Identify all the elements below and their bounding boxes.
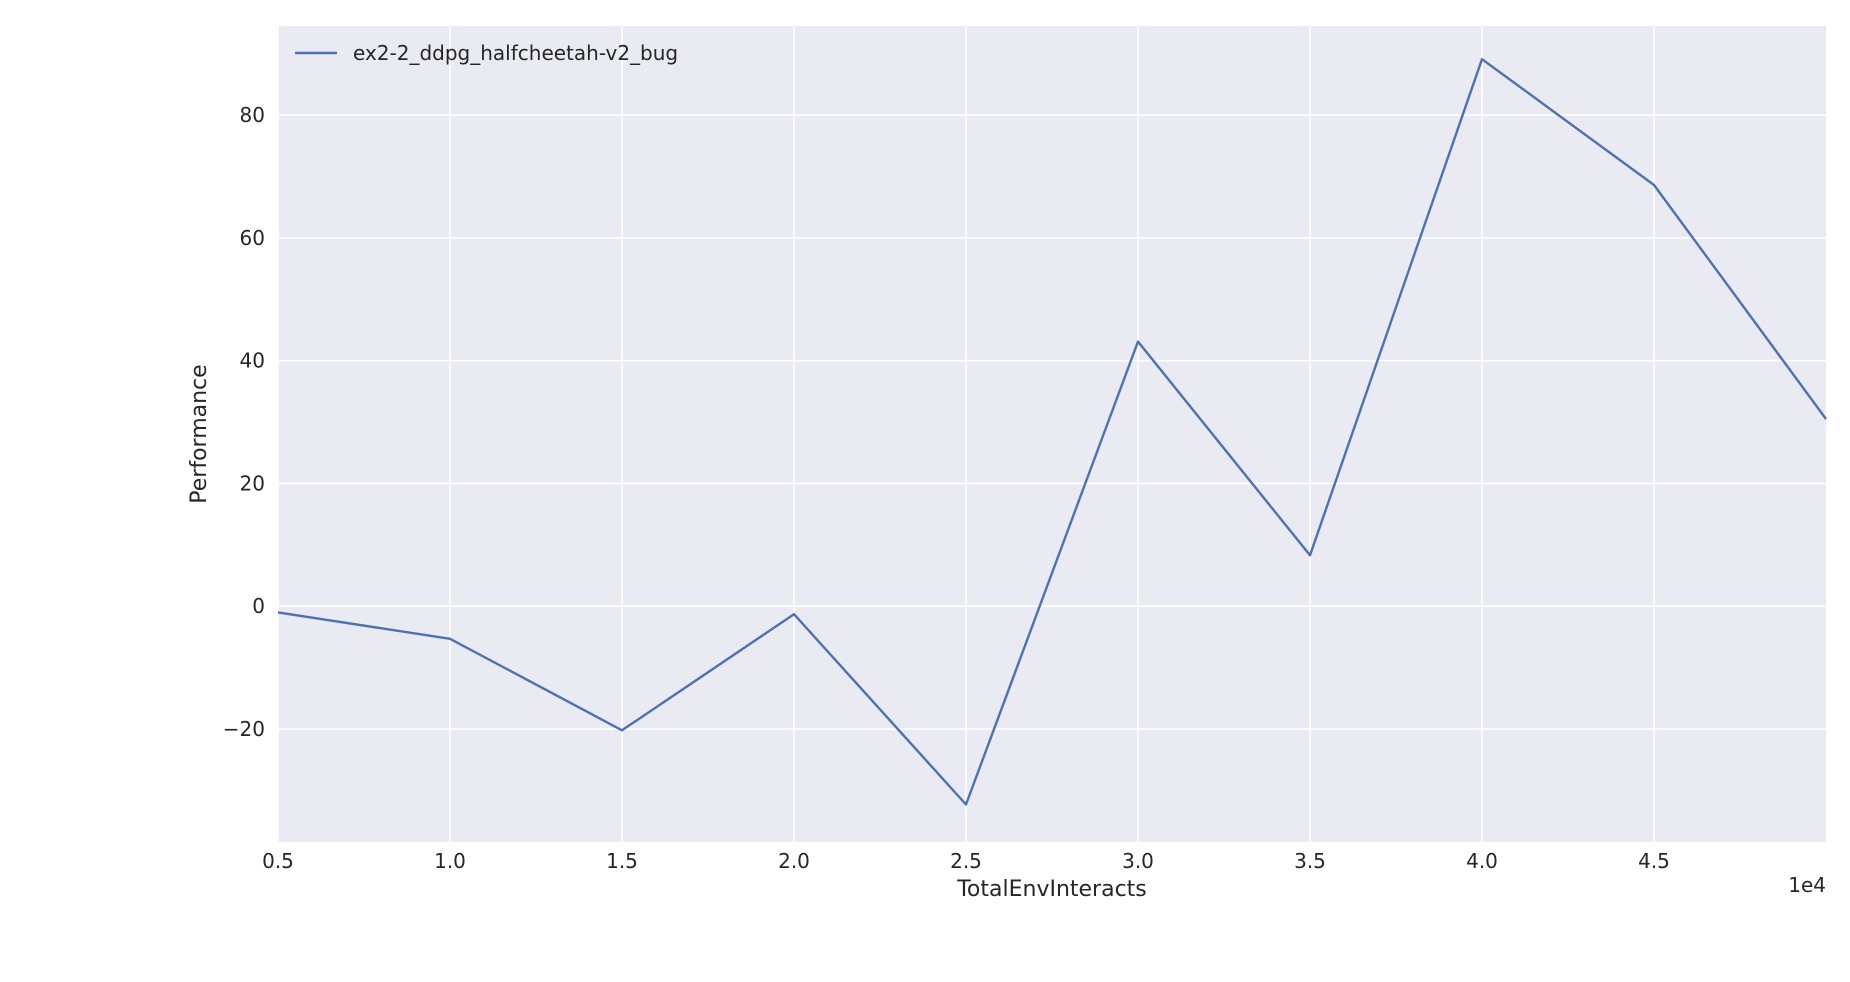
plot-background <box>278 26 1826 842</box>
y-tick-label: 0 <box>252 594 265 618</box>
x-tick-label: 2.0 <box>778 849 810 873</box>
x-tick-label: 0.5 <box>262 849 294 873</box>
x-tick-label: 3.0 <box>1122 849 1154 873</box>
x-tick-labels: 0.5 1.0 1.5 2.0 2.5 3.0 3.5 4.0 4.5 <box>262 849 1670 873</box>
y-tick-label: −20 <box>223 717 265 741</box>
y-tick-labels: −20 0 20 40 60 80 <box>223 103 265 741</box>
x-tick-label: 1.0 <box>434 849 466 873</box>
y-tick-label: 80 <box>240 103 265 127</box>
grid-lines <box>277 26 1826 842</box>
y-tick-label: 60 <box>240 226 265 250</box>
x-tick-label: 1.5 <box>606 849 638 873</box>
x-axis-offset-label: 1e4 <box>1788 873 1826 897</box>
x-tick-label: 4.0 <box>1466 849 1498 873</box>
x-tick-label: 3.5 <box>1294 849 1326 873</box>
x-tick-label: 4.5 <box>1638 849 1670 873</box>
legend-entry-label: ex2-2_ddpg_halfcheetah-v2_bug <box>353 41 678 65</box>
series-line <box>277 58 1827 806</box>
series-layer <box>277 58 1827 806</box>
y-axis-label: Performance <box>187 364 212 503</box>
y-tick-label: 40 <box>240 349 265 373</box>
x-axis-label: TotalEnvInteracts <box>956 877 1147 902</box>
x-tick-label: 2.5 <box>950 849 982 873</box>
y-tick-label: 20 <box>240 471 265 495</box>
legend: ex2-2_ddpg_halfcheetah-v2_bug <box>295 41 678 65</box>
